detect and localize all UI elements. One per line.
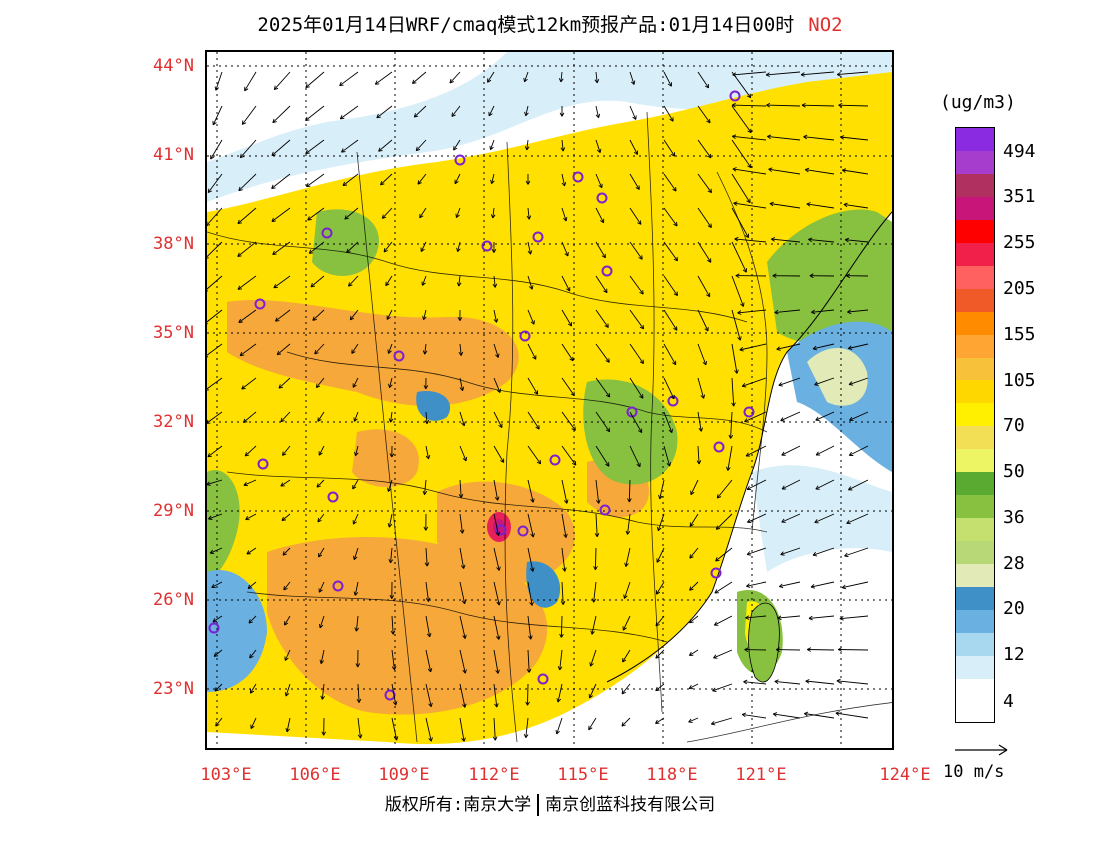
pollutant-label: NO2 (808, 14, 843, 36)
forecast-map (205, 50, 894, 750)
chart-title: 2025年01月14日WRF/cmaq模式12km预报产品:01月14日00时 N… (0, 10, 1100, 37)
copyright-left: 版权所有:南京大学 (384, 795, 532, 815)
color-bar-tick: 4 (1003, 691, 1014, 712)
color-bar-swatch (956, 655, 994, 679)
latitude-label: 32°N (153, 412, 194, 432)
color-bar-tick: 494 (1003, 141, 1036, 162)
color-bar-swatch (956, 587, 994, 611)
color-bar-swatch (956, 311, 994, 335)
longitude-label: 115°E (557, 765, 609, 785)
longitude-label: 106°E (289, 765, 341, 785)
color-bar-swatch (956, 334, 994, 358)
color-bar-tick: 36 (1003, 507, 1025, 528)
color-bar-swatch (956, 426, 994, 450)
color-bar-swatch (956, 242, 994, 266)
color-bar-swatch (956, 150, 994, 174)
color-bar-swatch (956, 357, 994, 381)
color-bar-swatch (956, 128, 994, 151)
color-bar-swatch (956, 288, 994, 312)
longitude-label: 103°E (200, 765, 252, 785)
color-bar-swatch (956, 564, 994, 588)
color-bar-tick: 351 (1003, 186, 1036, 207)
color-bar-swatch (956, 541, 994, 565)
color-bar-swatch (956, 403, 994, 427)
latitude-label: 29°N (153, 501, 194, 521)
legend-unit: (ug/m3) (940, 92, 1016, 113)
latitude-label: 35°N (153, 323, 194, 343)
latitude-label: 38°N (153, 234, 194, 254)
latitude-label: 26°N (153, 590, 194, 610)
color-bar-tick: 70 (1003, 415, 1025, 436)
color-bar-swatch (956, 472, 994, 496)
color-bar-swatch (956, 449, 994, 473)
color-bar-tick: 12 (1003, 644, 1025, 665)
color-bar-tick: 50 (1003, 461, 1025, 482)
footer-divider (537, 794, 540, 816)
latitude-label: 41°N (153, 145, 194, 165)
color-bar-tick: 20 (1003, 598, 1025, 619)
color-bar-tick: 255 (1003, 232, 1036, 253)
latitude-label: 23°N (153, 679, 194, 699)
color-bar-swatch (956, 518, 994, 542)
latitude-label: 44°N (153, 56, 194, 76)
longitude-label: 118°E (646, 765, 698, 785)
longitude-label: 124°E (879, 765, 931, 785)
longitude-label: 121°E (735, 765, 787, 785)
longitude-label: 109°E (378, 765, 430, 785)
color-bar-swatch (956, 380, 994, 404)
color-bar-tick: 28 (1003, 553, 1025, 574)
longitude-label: 112°E (468, 765, 520, 785)
color-bar-swatch (956, 632, 994, 656)
color-bar-swatch (956, 219, 994, 243)
wind-reference-label: 10 m/s (943, 762, 1005, 782)
color-bar-tick: 155 (1003, 324, 1036, 345)
color-bar-swatch (956, 196, 994, 220)
color-bar-swatch (956, 495, 994, 519)
copyright-right: 南京创蓝科技有限公司 (545, 795, 716, 815)
wind-reference-arrow (955, 744, 1008, 756)
color-bar-tick: 105 (1003, 370, 1036, 391)
color-bar-swatch (956, 265, 994, 289)
color-bar-swatch (956, 678, 994, 702)
map-canvas (207, 52, 892, 748)
title-text: 2025年01月14日WRF/cmaq模式12km预报产品:01月14日00时 (257, 14, 795, 36)
color-bar-tick: 205 (1003, 278, 1036, 299)
color-bar (955, 127, 995, 723)
color-bar-swatch (956, 610, 994, 633)
color-bar-swatch (956, 173, 994, 197)
copyright-footer: 版权所有:南京大学 南京创蓝科技有限公司 (0, 790, 1100, 816)
